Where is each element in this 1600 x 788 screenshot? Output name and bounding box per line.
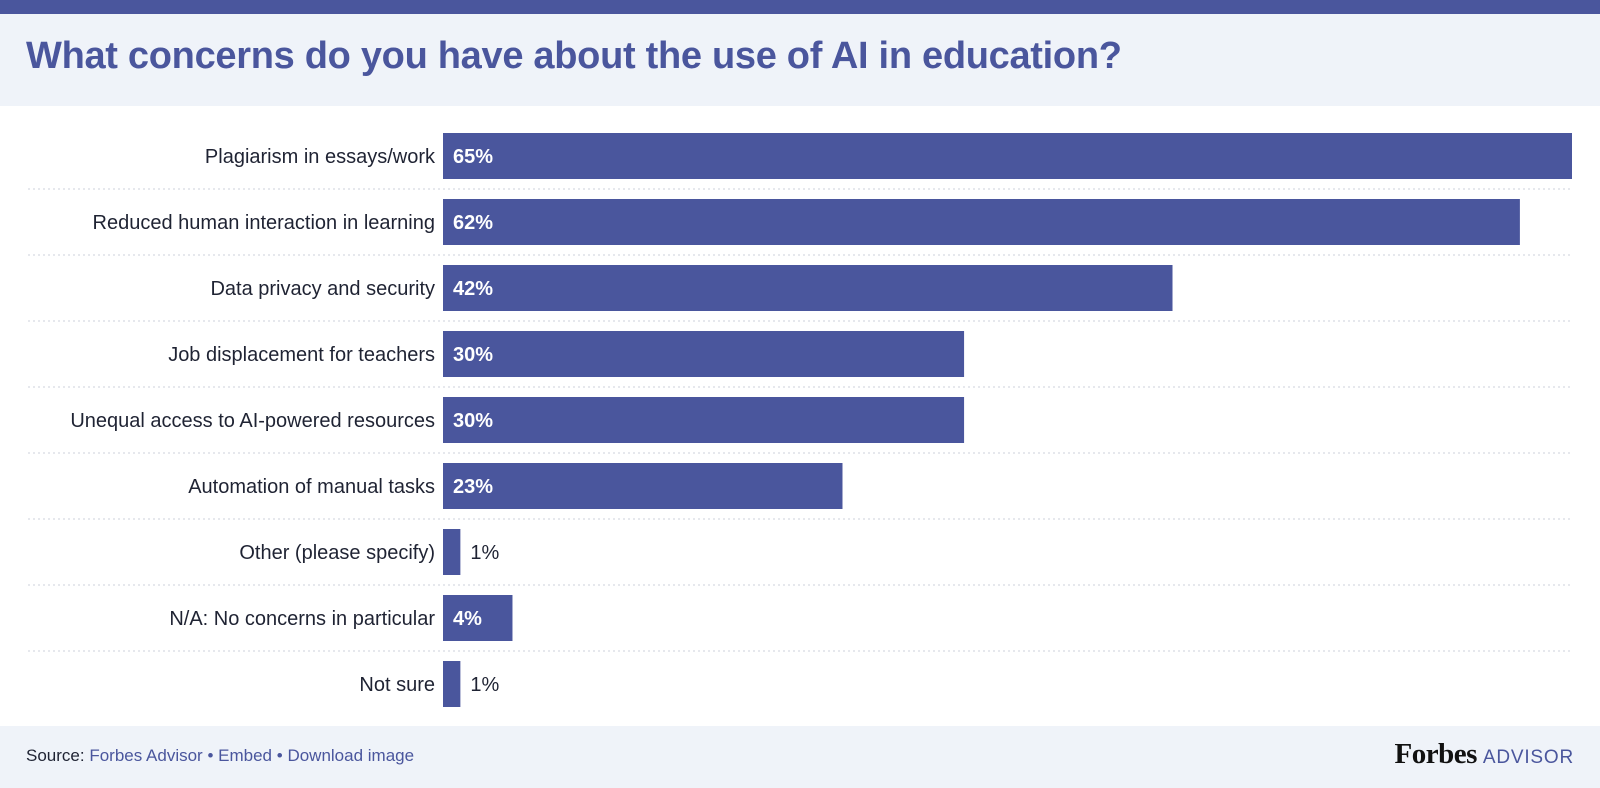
bar xyxy=(443,595,513,641)
bar xyxy=(443,199,1520,245)
category-label: Data privacy and security xyxy=(210,278,435,300)
category-label: Not sure xyxy=(359,674,435,696)
category-label: N/A: No concerns in particular xyxy=(169,608,435,630)
source-link-forbes-advisor[interactable]: Forbes Advisor xyxy=(89,746,203,765)
source-separator: • xyxy=(207,746,214,765)
bar xyxy=(443,265,1173,311)
forbes-advisor-logo: Forbes ADVISOR xyxy=(1395,738,1575,771)
category-label: Automation of manual tasks xyxy=(188,476,435,498)
value-label: 42% xyxy=(453,278,493,300)
category-label: Reduced human interaction in learning xyxy=(93,212,435,234)
category-label: Unequal access to AI-powered resources xyxy=(70,410,435,432)
value-label: 4% xyxy=(453,608,482,630)
embed-link[interactable]: Embed xyxy=(218,746,273,765)
bar xyxy=(443,463,843,509)
value-label: 30% xyxy=(453,344,493,366)
source-prefix: Source: xyxy=(26,746,85,765)
bar xyxy=(443,133,1572,179)
chart-title: What concerns do you have about the use … xyxy=(26,35,1122,77)
source-line: Source: Forbes Advisor • Embed • Downloa… xyxy=(26,746,414,766)
value-label: 1% xyxy=(470,542,499,564)
source-separator: • xyxy=(276,746,283,765)
category-label: Plagiarism in essays/work xyxy=(205,146,436,168)
bar xyxy=(443,529,461,575)
bar-chart: Plagiarism in essays/work 65% Reduced huma… xyxy=(28,133,1572,707)
download-image-link[interactable]: Download image xyxy=(287,746,415,765)
value-label: 65% xyxy=(453,146,493,168)
category-label: Job displacement for teachers xyxy=(168,344,435,366)
category-label: Other (please specify) xyxy=(239,542,435,564)
chart-header: What concerns do you have about the use … xyxy=(0,14,1600,106)
bar xyxy=(443,397,965,443)
value-label: 62% xyxy=(453,212,493,234)
value-label: 1% xyxy=(470,674,499,696)
bar xyxy=(443,331,965,377)
forbes-wordmark: Forbes xyxy=(1394,738,1478,770)
advisor-wordmark: ADVISOR xyxy=(1482,747,1574,768)
top-accent-stripe xyxy=(0,0,1600,14)
value-label: 23% xyxy=(453,476,493,498)
bar xyxy=(443,661,461,707)
value-label: 30% xyxy=(453,410,493,432)
chart-footer: Source: Forbes Advisor • Embed • Downloa… xyxy=(0,726,1600,788)
